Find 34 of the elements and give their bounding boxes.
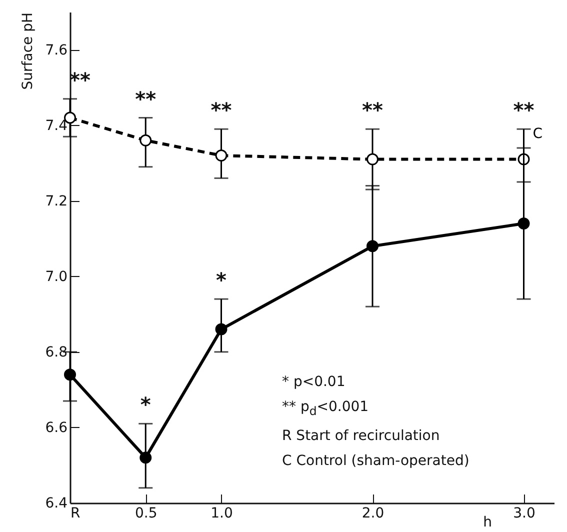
point — [215, 150, 228, 162]
x-tick-label: R — [70, 506, 80, 522]
y-tick-label: 6.8 — [45, 344, 68, 360]
annotation: ** — [70, 68, 91, 92]
x-axis-title: h — [483, 514, 492, 530]
x-tick-label: 3.0 — [513, 506, 536, 522]
point — [518, 218, 530, 230]
y-tick-label: 6.6 — [45, 420, 68, 436]
y-tick-label: 6.4 — [45, 496, 68, 512]
annotation: ** — [210, 98, 232, 122]
annotation: ** — [362, 98, 384, 122]
point — [366, 153, 378, 166]
y-tick-label: 7.0 — [45, 268, 68, 285]
annotation: ** p$_{d}$<0.001 — [282, 398, 370, 420]
annotation: ** — [513, 98, 535, 122]
series-label: C — [532, 126, 543, 142]
annotation: C Control (sham-operated) — [282, 452, 470, 471]
point — [140, 452, 152, 464]
point — [64, 368, 76, 381]
point — [215, 323, 228, 336]
y-tick-label: 7.2 — [45, 193, 68, 210]
annotation: * — [216, 268, 228, 292]
x-tick-label: 0.5 — [134, 506, 158, 522]
annotation: R Start of recirculation — [282, 426, 441, 446]
annotation: * p<0.01 — [282, 373, 346, 392]
point — [140, 134, 152, 146]
x-tick-label: 1.0 — [210, 506, 233, 522]
y-tick-label: 7.6 — [45, 42, 68, 58]
y-tick-label: 7.4 — [45, 118, 68, 134]
annotation: * — [140, 392, 152, 417]
point — [366, 240, 378, 252]
x-tick-label: 2.0 — [362, 506, 384, 522]
annotation: ** — [135, 86, 157, 111]
y-axis-title: Surface pH — [20, 12, 36, 90]
